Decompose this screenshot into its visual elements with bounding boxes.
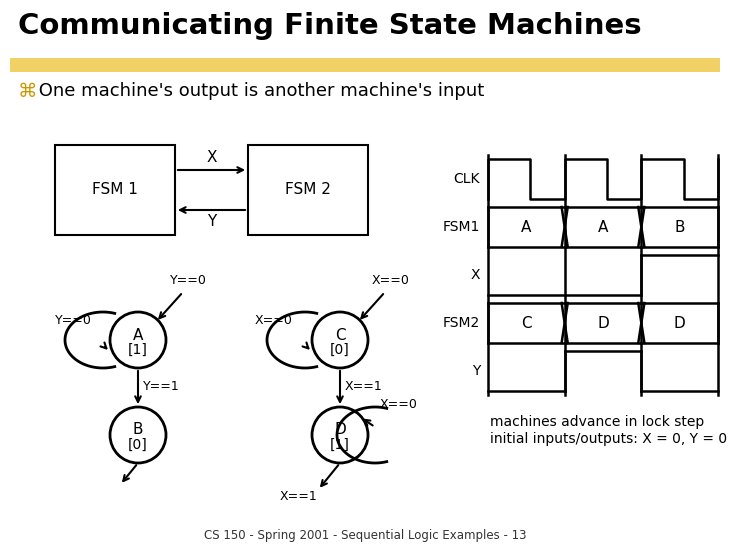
- Text: ⌘: ⌘: [18, 82, 37, 101]
- Text: X==0: X==0: [380, 399, 418, 411]
- Text: X==0: X==0: [372, 274, 410, 287]
- Text: Y==0: Y==0: [170, 274, 207, 287]
- Text: A: A: [133, 328, 143, 342]
- Text: CLK: CLK: [453, 172, 480, 186]
- Text: B: B: [675, 219, 685, 235]
- Text: X==0: X==0: [255, 313, 293, 327]
- Text: A: A: [521, 219, 531, 235]
- Text: X: X: [207, 150, 217, 166]
- Text: X==1: X==1: [345, 381, 383, 393]
- Text: [1]: [1]: [128, 343, 148, 357]
- Text: [0]: [0]: [128, 438, 148, 452]
- Text: FSM 1: FSM 1: [92, 183, 138, 197]
- Text: Y==1: Y==1: [143, 381, 180, 393]
- Bar: [248, 145, 368, 235]
- Text: C: C: [334, 328, 345, 342]
- Text: X==1: X==1: [280, 491, 318, 503]
- Text: B: B: [133, 422, 143, 438]
- Text: One machine's output is another machine's input: One machine's output is another machine'…: [33, 82, 484, 100]
- Text: [0]: [0]: [330, 343, 350, 357]
- Text: Y==0: Y==0: [55, 313, 92, 327]
- Text: Y: Y: [207, 214, 216, 230]
- Text: CS 150 - Spring 2001 - Sequential Logic Examples - 13: CS 150 - Spring 2001 - Sequential Logic …: [204, 529, 526, 543]
- FancyBboxPatch shape: [10, 58, 720, 72]
- Text: X: X: [471, 268, 480, 282]
- Text: FSM2: FSM2: [443, 316, 480, 330]
- Text: Y: Y: [472, 364, 480, 378]
- Text: D: D: [674, 316, 685, 330]
- Text: machines advance in lock step: machines advance in lock step: [490, 415, 704, 429]
- Text: [1]: [1]: [330, 438, 350, 452]
- Text: FSM1: FSM1: [442, 220, 480, 234]
- Text: C: C: [521, 316, 531, 330]
- Text: Communicating Finite State Machines: Communicating Finite State Machines: [18, 12, 642, 40]
- Text: D: D: [334, 422, 346, 438]
- Text: FSM 2: FSM 2: [285, 183, 331, 197]
- Text: D: D: [597, 316, 609, 330]
- Text: initial inputs/outputs: X = 0, Y = 0: initial inputs/outputs: X = 0, Y = 0: [490, 432, 727, 446]
- Text: A: A: [598, 219, 608, 235]
- Bar: [55, 145, 175, 235]
